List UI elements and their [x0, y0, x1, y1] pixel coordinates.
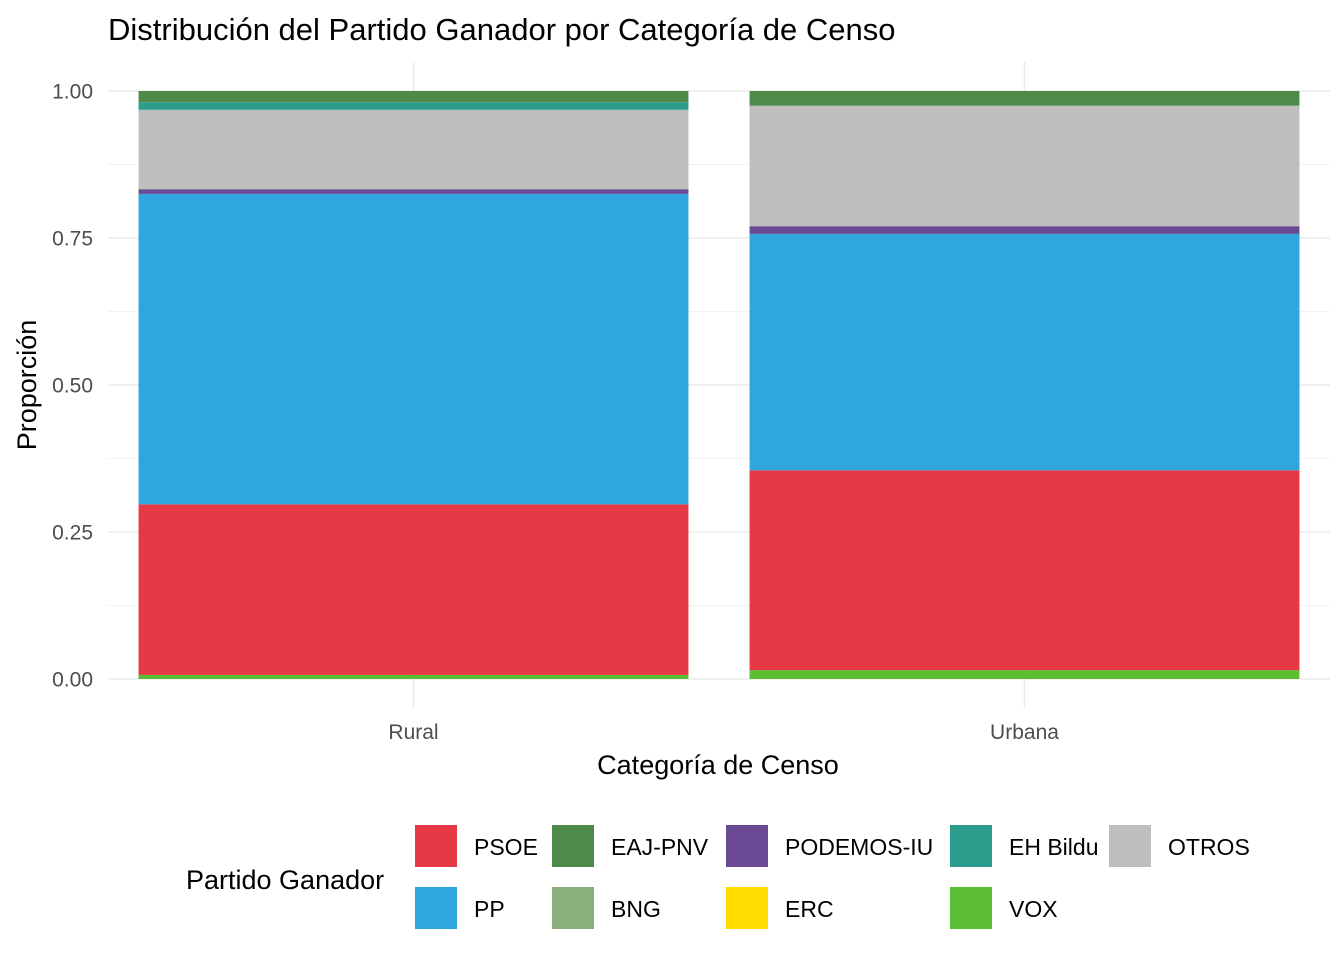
y-axis-title: Proporción: [12, 320, 42, 451]
bar-rural-eh-bildu: [138, 102, 689, 110]
x-axis-ticks: Rural Urbana: [388, 721, 1059, 744]
legend-item: PP: [415, 887, 505, 929]
legend-title: Partido Ganador: [186, 865, 384, 895]
legend-label: VOX: [1009, 896, 1058, 922]
legend-item: OTROS: [1109, 825, 1250, 867]
legend-swatch: [726, 825, 768, 867]
bar-rural-pp: [138, 193, 689, 505]
legend-swatch: [726, 887, 768, 929]
legend-item: ERC: [726, 887, 834, 929]
y-tick-label: 0.25: [52, 522, 93, 545]
legend-item: PSOE: [415, 825, 538, 867]
y-axis-ticks: 0.00 0.25 0.50 0.75 1.00: [52, 81, 93, 692]
y-tick-label: 1.00: [52, 81, 93, 104]
y-tick-label: 0.75: [52, 228, 93, 251]
legend-item: PODEMOS-IU: [726, 825, 933, 867]
chart-title: Distribución del Partido Ganador por Cat…: [108, 12, 896, 47]
legend-swatch: [950, 887, 992, 929]
bar-urbana-vox: [749, 670, 1300, 679]
bar-urbana-otros: [749, 105, 1300, 227]
legend-item: VOX: [950, 887, 1058, 929]
x-axis-title: Categoría de Censo: [597, 750, 839, 780]
x-tick-label: Rural: [388, 721, 438, 744]
legend-label: EAJ-PNV: [611, 834, 709, 860]
bar-stack-urbana: [749, 91, 1300, 679]
bar-urbana-pp: [749, 233, 1300, 471]
legend-label: PP: [474, 896, 505, 922]
x-tick-label: Urbana: [990, 721, 1059, 744]
legend-item: EH Bildu: [950, 825, 1098, 867]
y-tick-label: 0.00: [52, 669, 93, 692]
bar-urbana-podemos-iu: [749, 226, 1300, 234]
legend-label: PODEMOS-IU: [785, 834, 933, 860]
legend-swatch: [415, 825, 457, 867]
bar-rural-podemos-iu: [138, 189, 689, 194]
legend-swatch: [415, 887, 457, 929]
bar-rural-eaj-pnv: [138, 91, 689, 103]
bar-urbana-psoe: [749, 470, 1300, 671]
bar-rural-otros: [138, 109, 689, 190]
legend-item: BNG: [552, 887, 661, 929]
legend-item: EAJ-PNV: [552, 825, 709, 867]
bar-stack-rural: [138, 91, 689, 679]
bar-urbana-eaj-pnv: [749, 91, 1300, 106]
y-tick-label: 0.50: [52, 375, 93, 398]
legend-label: EH Bildu: [1009, 834, 1098, 860]
legend-swatch: [1109, 825, 1151, 867]
legend: Partido Ganador PSOE PP EAJ-PNV BNG PODEMOS-…: [186, 825, 1250, 929]
legend-swatch: [552, 825, 594, 867]
bars: [138, 91, 1300, 679]
legend-label: ERC: [785, 896, 834, 922]
bar-rural-vox: [138, 674, 689, 679]
legend-label: OTROS: [1168, 834, 1250, 860]
legend-label: PSOE: [474, 834, 538, 860]
legend-label: BNG: [611, 896, 661, 922]
bar-rural-psoe: [138, 504, 689, 675]
legend-swatch: [950, 825, 992, 867]
legend-swatch: [552, 887, 594, 929]
